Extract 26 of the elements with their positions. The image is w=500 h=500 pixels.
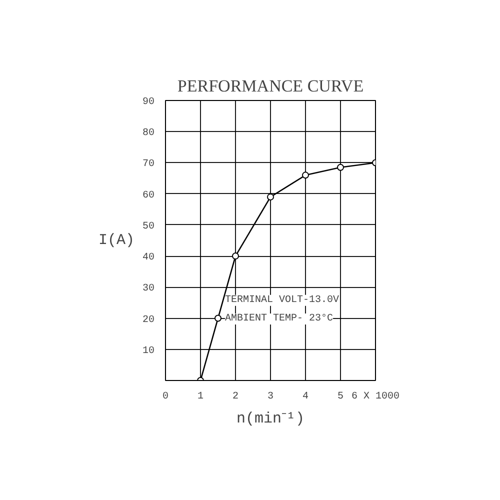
y-tick-label: 50 — [142, 221, 155, 232]
x-tick-label: 6 X 1000 — [351, 392, 400, 402]
y-tick-label: 20 — [142, 314, 155, 326]
x-tick-label: 2 — [232, 392, 239, 402]
chart-title: PERFORMANCE CURVE — [177, 76, 364, 96]
point — [267, 193, 274, 200]
point — [337, 164, 344, 171]
x-tick-label: 4 — [302, 392, 309, 402]
y-tick-label: 60 — [142, 190, 155, 202]
y-axis-title: I(A) — [98, 232, 135, 249]
y-tick-label: 30 — [142, 284, 155, 295]
point — [232, 252, 239, 260]
x-tick-label: 3 — [268, 392, 274, 402]
y-tick-label: 90 — [142, 97, 155, 108]
annotation: TERMINAL VOLT-13.0V — [225, 294, 340, 306]
x-axis-title: n(min⁻¹) — [236, 410, 305, 428]
point — [302, 172, 309, 179]
y-tick-label: 40 — [142, 252, 155, 264]
point — [214, 314, 222, 322]
y-tick-label: 80 — [142, 128, 155, 140]
x-tick-label: 5 — [338, 392, 344, 402]
x-tick-label: 0 — [162, 392, 169, 402]
y-tick-label: 70 — [142, 159, 155, 170]
y-tick-label: 10 — [142, 346, 155, 357]
annotation: AMBIENT TEMP- 23°C — [225, 314, 334, 324]
x-tick-label: 1 — [198, 392, 204, 402]
